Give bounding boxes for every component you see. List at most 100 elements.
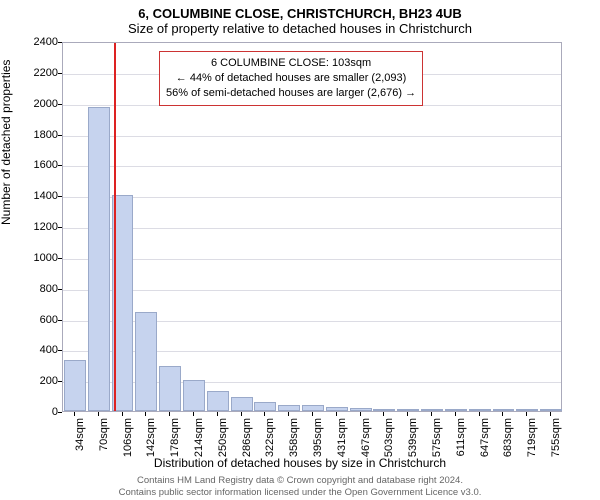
x-tick-mark xyxy=(383,412,384,416)
x-tick-label: 647sqm xyxy=(479,418,491,466)
y-tick-mark xyxy=(58,104,62,105)
x-tick-label: 214sqm xyxy=(193,418,205,466)
chart-title-sub: Size of property relative to detached ho… xyxy=(0,21,600,38)
annotation-line-1: 6 COLUMBINE CLOSE: 103sqm xyxy=(166,56,416,71)
y-tick-mark xyxy=(58,350,62,351)
histogram-bar xyxy=(469,409,491,411)
x-tick-mark xyxy=(526,412,527,416)
x-tick-mark xyxy=(455,412,456,416)
x-tick-label: 322sqm xyxy=(264,418,276,466)
y-tick-label: 600 xyxy=(26,314,58,326)
annotation-line-2: ← 44% of detached houses are smaller (2,… xyxy=(166,71,416,86)
grid-line xyxy=(63,197,561,198)
property-marker-line xyxy=(114,43,116,411)
x-tick-mark xyxy=(360,412,361,416)
x-tick-label: 358sqm xyxy=(288,418,300,466)
y-tick-mark xyxy=(58,73,62,74)
x-tick-label: 34sqm xyxy=(74,418,86,466)
x-tick-label: 755sqm xyxy=(550,418,562,466)
x-tick-label: 70sqm xyxy=(98,418,110,466)
histogram-bar xyxy=(421,409,443,411)
y-tick-mark xyxy=(58,320,62,321)
y-tick-label: 200 xyxy=(26,375,58,387)
y-tick-label: 400 xyxy=(26,344,58,356)
histogram-bar xyxy=(159,366,181,411)
x-tick-mark xyxy=(169,412,170,416)
histogram-bar xyxy=(231,397,253,411)
y-tick-mark xyxy=(58,42,62,43)
y-tick-mark xyxy=(58,258,62,259)
x-tick-label: 395sqm xyxy=(312,418,324,466)
histogram-bar xyxy=(135,312,157,411)
x-tick-mark xyxy=(502,412,503,416)
x-tick-label: 683sqm xyxy=(502,418,514,466)
y-tick-label: 800 xyxy=(26,283,58,295)
x-tick-mark xyxy=(217,412,218,416)
x-tick-mark xyxy=(145,412,146,416)
y-tick-label: 2400 xyxy=(26,36,58,48)
footer-line-2: Contains public sector information licen… xyxy=(0,487,600,498)
x-tick-label: 106sqm xyxy=(122,418,134,466)
y-tick-label: 1200 xyxy=(26,221,58,233)
y-tick-label: 1400 xyxy=(26,190,58,202)
histogram-plot-area: 6 COLUMBINE CLOSE: 103sqm ← 44% of detac… xyxy=(62,42,562,412)
histogram-bar xyxy=(540,409,562,411)
chart-title-main: 6, COLUMBINE CLOSE, CHRISTCHURCH, BH23 4… xyxy=(0,0,600,21)
x-tick-label: 142sqm xyxy=(145,418,157,466)
histogram-bar xyxy=(397,409,419,411)
x-tick-mark xyxy=(407,412,408,416)
x-tick-mark xyxy=(74,412,75,416)
x-tick-label: 431sqm xyxy=(336,418,348,466)
y-tick-label: 2200 xyxy=(26,67,58,79)
histogram-bar xyxy=(326,407,348,411)
histogram-bar xyxy=(493,409,515,411)
histogram-bar xyxy=(64,360,86,411)
histogram-bar xyxy=(350,408,372,411)
x-tick-label: 575sqm xyxy=(431,418,443,466)
histogram-bar xyxy=(278,405,300,411)
x-tick-label: 719sqm xyxy=(526,418,538,466)
x-tick-label: 286sqm xyxy=(241,418,253,466)
x-tick-mark xyxy=(122,412,123,416)
footer-line-1: Contains HM Land Registry data © Crown c… xyxy=(0,475,600,486)
x-tick-mark xyxy=(312,412,313,416)
footer-attribution: Contains HM Land Registry data © Crown c… xyxy=(0,475,600,498)
grid-line xyxy=(63,228,561,229)
x-tick-mark xyxy=(431,412,432,416)
y-tick-mark xyxy=(58,289,62,290)
x-tick-mark xyxy=(550,412,551,416)
histogram-bar xyxy=(88,107,110,411)
grid-line xyxy=(63,136,561,137)
histogram-bar xyxy=(207,391,229,411)
histogram-bar xyxy=(516,409,538,411)
x-tick-mark xyxy=(264,412,265,416)
y-tick-label: 1000 xyxy=(26,252,58,264)
grid-line xyxy=(63,166,561,167)
y-tick-mark xyxy=(58,135,62,136)
annotation-line-3: 56% of semi-detached houses are larger (… xyxy=(166,86,416,101)
y-tick-mark xyxy=(58,196,62,197)
x-tick-label: 178sqm xyxy=(169,418,181,466)
y-tick-mark xyxy=(58,165,62,166)
x-tick-mark xyxy=(98,412,99,416)
x-tick-label: 503sqm xyxy=(383,418,395,466)
y-tick-mark xyxy=(58,381,62,382)
histogram-bar xyxy=(254,402,276,411)
y-tick-label: 1800 xyxy=(26,129,58,141)
y-tick-mark xyxy=(58,227,62,228)
y-tick-label: 1600 xyxy=(26,159,58,171)
x-tick-label: 611sqm xyxy=(455,418,467,466)
annotation-box: 6 COLUMBINE CLOSE: 103sqm ← 44% of detac… xyxy=(159,51,423,106)
x-tick-mark xyxy=(241,412,242,416)
x-tick-mark xyxy=(288,412,289,416)
y-tick-label: 2000 xyxy=(26,98,58,110)
x-tick-label: 539sqm xyxy=(407,418,419,466)
x-tick-label: 467sqm xyxy=(360,418,372,466)
x-tick-mark xyxy=(336,412,337,416)
grid-line xyxy=(63,290,561,291)
x-tick-mark xyxy=(193,412,194,416)
grid-line xyxy=(63,259,561,260)
y-axis-label: Number of detached properties xyxy=(0,60,13,225)
histogram-bar xyxy=(183,380,205,411)
histogram-bar xyxy=(302,405,324,411)
